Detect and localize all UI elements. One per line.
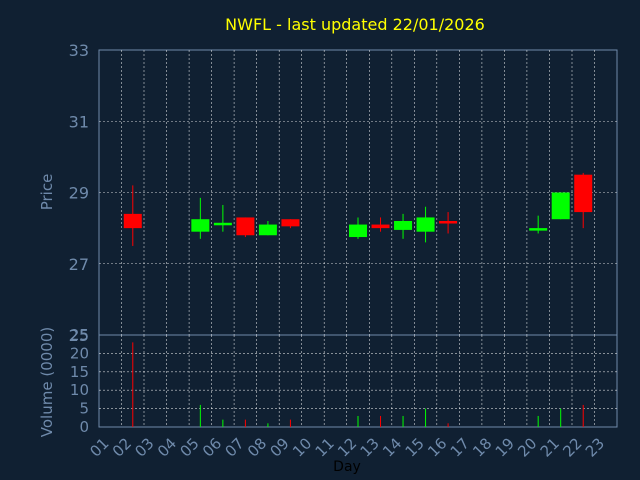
volume-tick-label: 20 (70, 344, 89, 362)
candle-body (258, 224, 277, 236)
chart-title: NWFL - last updated 22/01/2026 (225, 15, 485, 34)
price-tick-label: 29 (69, 184, 89, 203)
volume-tick-label: 5 (79, 400, 89, 418)
candle-body (416, 217, 435, 232)
candle-body (439, 221, 458, 224)
price-grid (99, 50, 617, 335)
candle-body (123, 213, 142, 229)
x-axis-ticks: 0102030405060708091011121314151617181920… (86, 434, 608, 460)
candle-body (551, 192, 570, 220)
candle-body (371, 224, 390, 229)
price-axis-label: Price (38, 174, 56, 211)
price-y-ticks: 25 27 29 31 33 (69, 41, 89, 345)
price-tick-label: 25 (69, 326, 89, 345)
candle-body (213, 222, 232, 226)
candle-body (349, 224, 367, 238)
candle-body (281, 219, 300, 227)
volume-tick-label: 25 (70, 326, 89, 344)
volume-grid (99, 335, 617, 427)
candle-body (574, 174, 593, 213)
candle-body (236, 217, 255, 236)
candlesticks (123, 172, 593, 246)
candle-body (394, 221, 413, 230)
price-tick-label: 27 (69, 255, 89, 274)
price-tick-label: 33 (69, 41, 89, 60)
volume-axis-label: Volume (0000) (38, 327, 56, 437)
x-axis-label: Day (333, 459, 361, 475)
volume-tick-label: 10 (70, 381, 89, 399)
volume-bars (132, 342, 584, 427)
candle-body (529, 228, 548, 231)
price-tick-label: 31 (69, 112, 89, 131)
volume-panel-frame (98, 334, 618, 428)
candle-body (191, 219, 210, 232)
x-tick-label: 23 (582, 434, 608, 460)
volume-tick-label: 15 (70, 363, 89, 381)
volume-tick-label: 0 (79, 418, 89, 436)
